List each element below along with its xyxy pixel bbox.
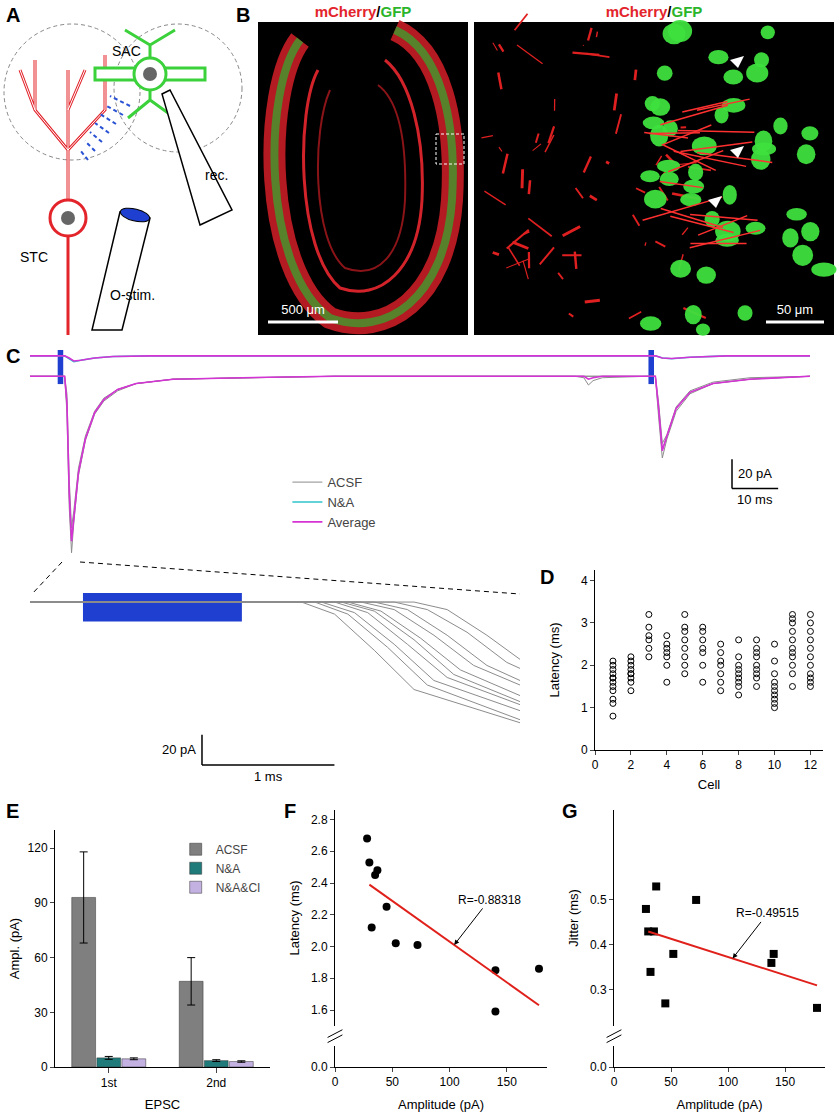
svg-text:6: 6 xyxy=(699,758,706,772)
html-text:F: F xyxy=(284,800,297,822)
svg-text:10: 10 xyxy=(768,758,782,772)
svg-text:N&A: N&A xyxy=(216,862,241,876)
svg-text:60: 60 xyxy=(34,951,48,965)
svg-text:Latency (ms): Latency (ms) xyxy=(547,622,562,697)
svg-text:4: 4 xyxy=(581,574,588,588)
svg-text:0.5: 0.5 xyxy=(590,893,607,907)
html-text:D: D xyxy=(540,566,555,588)
svg-text:0.3: 0.3 xyxy=(590,983,607,997)
svg-text:2.6: 2.6 xyxy=(311,844,328,858)
svg-text:rec.: rec. xyxy=(205,167,228,183)
svg-text:2: 2 xyxy=(581,658,588,672)
html-text:C: C xyxy=(6,345,21,367)
svg-text:0: 0 xyxy=(611,1075,618,1089)
svg-text:Latency (ms): Latency (ms) xyxy=(287,880,302,955)
svg-text:2.2: 2.2 xyxy=(311,908,328,922)
svg-text:20 pA: 20 pA xyxy=(162,742,196,757)
svg-text:50 μm: 50 μm xyxy=(777,302,813,317)
svg-text:2.4: 2.4 xyxy=(311,876,328,890)
svg-text:N&A: N&A xyxy=(327,495,354,510)
svg-text:ACSF: ACSF xyxy=(216,843,248,857)
svg-text:2.0: 2.0 xyxy=(311,940,328,954)
svg-text:R=-0.49515: R=-0.49515 xyxy=(736,906,799,920)
svg-text:Jitter (ms): Jitter (ms) xyxy=(566,889,581,947)
svg-text:1.8: 1.8 xyxy=(311,971,328,985)
svg-text:0: 0 xyxy=(332,1075,339,1089)
html-text:G: G xyxy=(562,800,578,822)
svg-text:2nd: 2nd xyxy=(206,1076,226,1090)
svg-text:1: 1 xyxy=(581,701,588,715)
svg-text:R=-0.88318: R=-0.88318 xyxy=(458,893,521,907)
svg-text:8: 8 xyxy=(735,758,742,772)
svg-text:50: 50 xyxy=(664,1075,678,1089)
svg-text:0: 0 xyxy=(581,743,588,757)
svg-text:SAC: SAC xyxy=(112,43,141,59)
svg-text:1st: 1st xyxy=(101,1076,118,1090)
svg-text:4: 4 xyxy=(663,758,670,772)
svg-text:2: 2 xyxy=(628,758,635,772)
svg-text:150: 150 xyxy=(497,1075,517,1089)
svg-text:0: 0 xyxy=(592,758,599,772)
svg-text:3: 3 xyxy=(581,616,588,630)
svg-text:STC: STC xyxy=(20,249,48,265)
svg-text:EPSC: EPSC xyxy=(145,1097,180,1112)
svg-text:Amplitude (pA): Amplitude (pA) xyxy=(398,1097,484,1112)
svg-text:1 ms: 1 ms xyxy=(254,769,283,784)
svg-text:0.4: 0.4 xyxy=(590,938,607,952)
svg-text:100: 100 xyxy=(440,1075,460,1089)
svg-text:120: 120 xyxy=(28,841,48,855)
svg-text:0.0: 0.0 xyxy=(590,1060,607,1074)
html-text:E: E xyxy=(6,800,20,822)
svg-text:50: 50 xyxy=(386,1075,400,1089)
svg-text:mCherry/GFP: mCherry/GFP xyxy=(315,3,412,20)
svg-text:20 pA: 20 pA xyxy=(738,466,772,481)
svg-text:0.0: 0.0 xyxy=(311,1060,328,1074)
svg-text:1.6: 1.6 xyxy=(311,1003,328,1017)
svg-text:mCherry/GFP: mCherry/GFP xyxy=(606,3,703,20)
svg-text:Ampl. (pA): Ampl. (pA) xyxy=(7,918,22,979)
svg-text:2.8: 2.8 xyxy=(311,813,328,827)
svg-text:Average: Average xyxy=(327,515,375,530)
svg-text:30: 30 xyxy=(34,1006,48,1020)
html-text:B: B xyxy=(236,4,251,26)
svg-text:0: 0 xyxy=(41,1060,48,1074)
svg-text:10 ms: 10 ms xyxy=(737,492,773,507)
svg-text:90: 90 xyxy=(34,896,48,910)
svg-text:N&A&CI: N&A&CI xyxy=(216,881,261,895)
svg-text:500 μm: 500 μm xyxy=(281,302,325,317)
svg-text:12: 12 xyxy=(804,758,818,772)
svg-text:100: 100 xyxy=(718,1075,738,1089)
svg-text:ACSF: ACSF xyxy=(327,475,362,490)
html-text:A: A xyxy=(6,4,21,26)
svg-text:Amplitude (pA): Amplitude (pA) xyxy=(677,1097,763,1112)
svg-text:Cell: Cell xyxy=(698,777,721,792)
svg-text:O-stim.: O-stim. xyxy=(110,287,155,303)
svg-text:150: 150 xyxy=(775,1075,795,1089)
